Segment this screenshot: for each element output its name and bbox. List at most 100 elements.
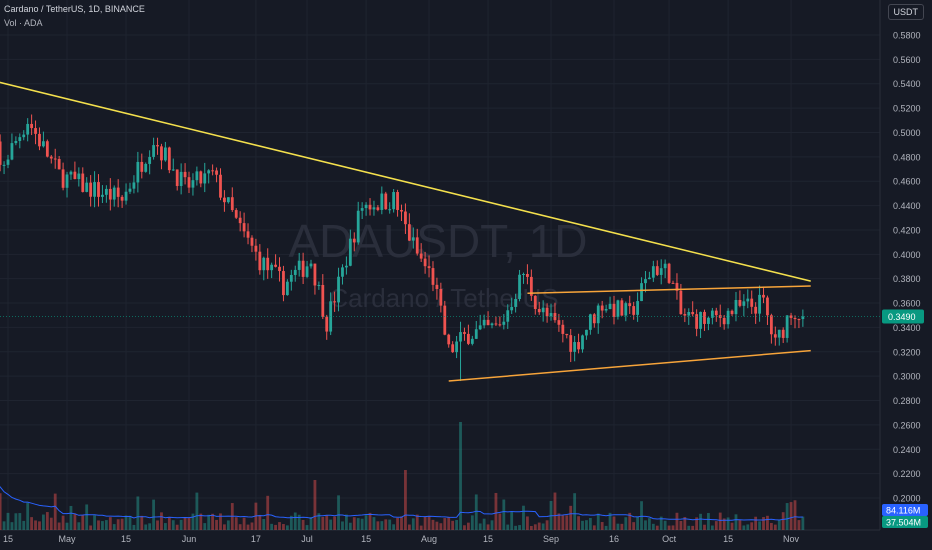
candle-body (561, 324, 565, 334)
volume-bar (65, 522, 69, 530)
candle-body (164, 147, 167, 161)
volume-bar (313, 480, 317, 530)
currency-button[interactable]: USDT (887, 4, 924, 20)
candle-body (89, 182, 93, 197)
candle-body (624, 303, 628, 316)
candle-body (262, 257, 266, 271)
candle-body (203, 173, 207, 184)
volume-bar (455, 519, 458, 530)
volume-bar (14, 513, 18, 530)
volume-bar (769, 522, 773, 530)
volume-bar (498, 513, 502, 530)
volume-bar (238, 524, 242, 530)
volume-bar (89, 525, 93, 530)
volume-bar (183, 517, 187, 530)
candle-body (309, 263, 313, 267)
candle-body (710, 310, 714, 318)
volume-badge (882, 504, 928, 516)
candle-body (341, 267, 344, 277)
volume-bar (533, 524, 537, 530)
candle-body (195, 171, 199, 181)
volume-bar (116, 519, 120, 530)
candle-body (289, 274, 293, 282)
volume-bar (463, 525, 466, 530)
x-tick-label: Aug (421, 534, 437, 544)
volume-bar (695, 517, 699, 530)
volume-bar (325, 515, 329, 530)
candle-body (183, 171, 187, 178)
candle-body (282, 271, 285, 296)
volume-bar (278, 522, 281, 530)
volume-bar (651, 523, 655, 530)
candle-body (372, 207, 376, 210)
candle-body (297, 260, 301, 270)
candle-body (219, 174, 222, 198)
candle-body (722, 317, 726, 325)
candle-body (510, 306, 514, 311)
candle-body (132, 182, 136, 189)
volume-bars (0, 422, 805, 530)
candle-body (588, 314, 592, 330)
x-tick-label: 16 (609, 534, 619, 544)
candle-body (679, 290, 683, 315)
y-tick-label: 0.3600 (893, 299, 921, 309)
volume-bar (683, 517, 687, 530)
x-tick-label: May (59, 534, 77, 544)
volume-bar (431, 519, 435, 530)
volume-bar (470, 515, 474, 530)
volume-bar (396, 517, 399, 530)
volume-bar (407, 524, 411, 530)
candle-body (226, 197, 230, 203)
candle-body (447, 334, 451, 345)
candle-body (116, 187, 120, 197)
candle-body (683, 314, 687, 316)
volume-bar (285, 525, 289, 530)
candle-body (136, 161, 140, 183)
candle-body (506, 310, 510, 322)
volume-bar (6, 512, 10, 530)
candle-body (392, 192, 396, 210)
candle-body (494, 323, 498, 325)
y-tick-label: 0.5600 (893, 55, 921, 65)
y-tick-label: 0.2000 (893, 494, 921, 504)
volume-bar (368, 512, 372, 530)
candle-body (148, 156, 152, 164)
candle-body (738, 299, 742, 306)
candle-body (246, 231, 250, 238)
volume-bar (577, 516, 580, 530)
volume-bar (608, 512, 612, 530)
volume-bar (250, 522, 254, 530)
y-tick-label: 0.5800 (893, 31, 921, 41)
candle-body (223, 197, 226, 203)
candle-body (455, 341, 458, 353)
volume-bar (518, 525, 521, 530)
candle-body (612, 303, 616, 317)
volume-bar (242, 517, 246, 530)
volume-bar (537, 522, 541, 530)
volume-bar (57, 522, 61, 530)
chart-title: Cardano / TetherUS, 1D, BINANCE (4, 4, 145, 14)
candle-body (0, 141, 2, 165)
candle-body (636, 301, 639, 315)
volume-bar (317, 513, 321, 530)
volume-bar (69, 505, 73, 530)
x-tick-label: 15 (3, 534, 13, 544)
candle-body (274, 264, 277, 267)
volume-bar (490, 520, 494, 530)
candle-body (466, 333, 470, 344)
candle-body (348, 238, 352, 266)
candle-body (415, 237, 419, 254)
candle-body (769, 315, 773, 335)
volume-bar (380, 521, 384, 530)
candle-body (423, 258, 427, 267)
volume-bar (262, 518, 266, 530)
volume-bar (773, 524, 777, 530)
candle-body (396, 192, 399, 210)
volume-bar (718, 512, 722, 530)
volume-bar (486, 524, 490, 530)
candle-body (632, 306, 636, 315)
candle-body (600, 305, 604, 311)
volume-bar (506, 524, 510, 530)
candle-body (2, 164, 6, 166)
